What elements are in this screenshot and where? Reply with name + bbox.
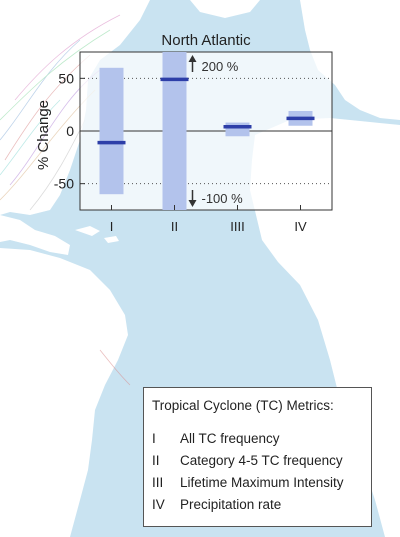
y-tick-label: 0 — [66, 123, 74, 139]
greenland-landmass — [190, 0, 260, 18]
legend-label: Lifetime Maximum Intensity — [180, 474, 344, 490]
legend-code: IV — [152, 496, 165, 512]
annotation-label: 200 % — [202, 59, 239, 74]
annotation-label: -100 % — [202, 191, 244, 206]
metrics-legend: Tropical Cyclone (TC) Metrics: I All TC … — [143, 387, 372, 527]
range-boxes — [97, 52, 315, 210]
legend-label: Precipitation rate — [180, 496, 282, 512]
legend-item: III Lifetime Maximum Intensity — [152, 471, 363, 493]
legend-title: Tropical Cyclone (TC) Metrics: — [152, 398, 334, 413]
x-tick-label: I — [110, 219, 114, 234]
axis-ticks — [80, 77, 301, 210]
legend-label: Category 4-5 TC frequency — [180, 452, 343, 468]
range-box — [99, 67, 124, 195]
x-tick-label: IIII — [230, 219, 244, 234]
y-axis-label: % Change — [35, 100, 52, 170]
legend-item: I All TC frequency — [152, 427, 363, 449]
x-tick-label: IV — [294, 219, 307, 234]
caribbean-islands — [75, 226, 119, 243]
chart-title: North Atlantic — [161, 32, 251, 49]
south-america-landmass — [0, 248, 128, 537]
range-box — [225, 122, 250, 137]
annotations: 200 % -100 % — [188, 55, 244, 207]
legend-label: All TC frequency — [180, 430, 280, 446]
north-america-landmass — [0, 0, 150, 215]
legend-item: IV Precipitation rate — [152, 493, 363, 515]
x-tick-label: II — [171, 219, 178, 234]
legend-code: II — [152, 452, 160, 468]
arrow-down-icon — [188, 200, 197, 207]
legend-code: I — [152, 430, 156, 446]
central-america-landmass — [0, 215, 70, 255]
range-box — [162, 52, 187, 210]
legend-item: II Category 4-5 TC frequency — [152, 449, 363, 471]
legend-code: III — [152, 474, 164, 490]
y-tick-label: 50 — [58, 70, 74, 86]
europe-landmass — [300, 0, 400, 120]
arrow-up-icon — [188, 55, 197, 62]
y-tick-label: -50 — [54, 176, 74, 192]
